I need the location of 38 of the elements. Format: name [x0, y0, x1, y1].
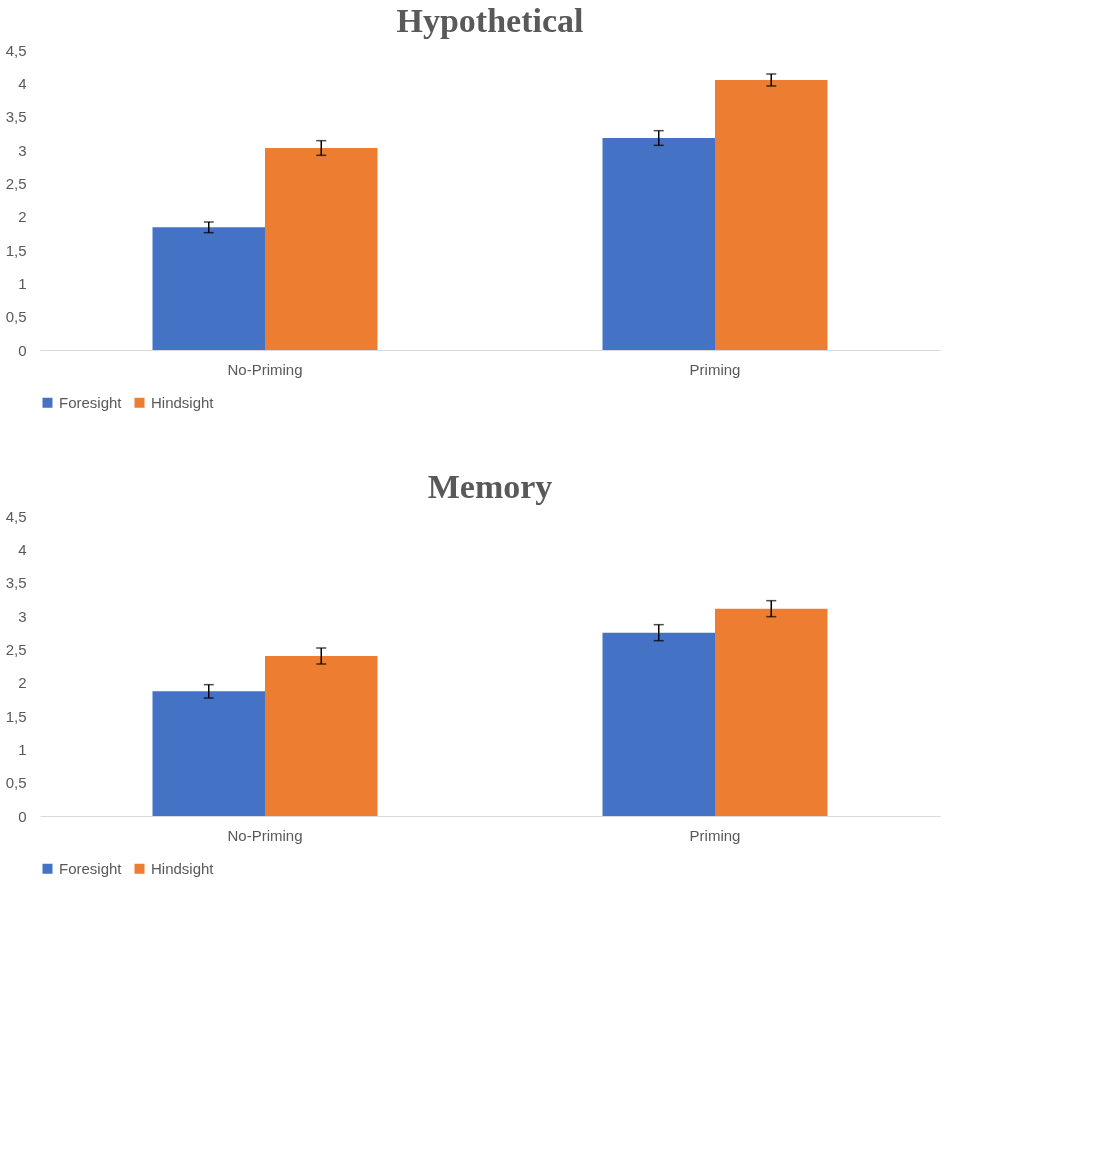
legend-label: Hindsight: [151, 859, 215, 877]
chart-title: Hypothetical: [396, 2, 584, 39]
y-tick-label: 3: [18, 141, 27, 159]
bar: [265, 656, 378, 816]
y-tick-label: 1,5: [5, 241, 27, 259]
bar: [152, 227, 265, 350]
y-tick-label: 2,5: [5, 174, 27, 192]
y-tick-label: 1: [18, 274, 27, 292]
bar: [265, 148, 378, 350]
x-tick-label: Priming: [689, 360, 741, 378]
y-tick-label: 4: [18, 540, 27, 558]
y-tick-label: 0: [18, 341, 27, 359]
chart-title: Memory: [427, 468, 553, 505]
bar: [602, 632, 715, 816]
y-tick-label: 0,5: [5, 774, 27, 792]
legend-label: Foresight: [59, 393, 123, 411]
y-tick-label: 3,5: [5, 108, 27, 126]
y-tick-label: 1,5: [5, 707, 27, 725]
bar: [715, 608, 828, 816]
y-tick-label: 3,5: [5, 574, 27, 592]
y-tick-label: 1: [18, 740, 27, 758]
x-tick-label: Priming: [689, 826, 741, 844]
legend-label: Hindsight: [151, 393, 215, 411]
bar: [602, 138, 715, 350]
y-tick-label: 2,5: [5, 640, 27, 658]
y-tick-label: 0,5: [5, 308, 27, 326]
y-tick-label: 4,5: [5, 41, 27, 59]
bar: [715, 80, 828, 350]
y-tick-label: 0: [18, 807, 27, 825]
x-tick-label: No-Priming: [227, 826, 303, 844]
y-tick-label: 2: [18, 674, 27, 692]
x-tick-label: No-Priming: [227, 360, 303, 378]
legend-label: Foresight: [59, 859, 123, 877]
y-tick-label: 2: [18, 208, 27, 226]
y-tick-label: 3: [18, 607, 27, 625]
y-tick-label: 4: [18, 74, 27, 92]
bar: [152, 691, 265, 816]
y-tick-label: 4,5: [5, 507, 27, 525]
